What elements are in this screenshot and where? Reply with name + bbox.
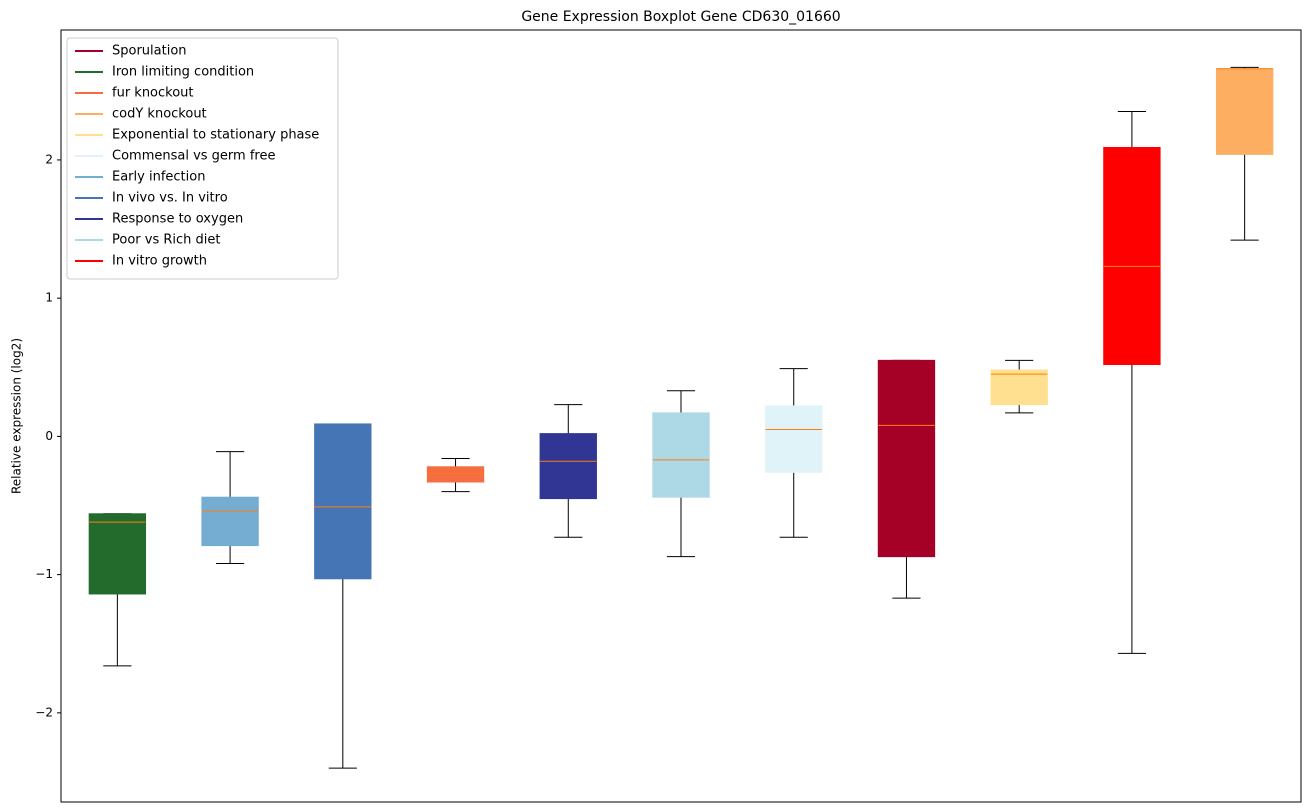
y-axis-label: Relative expression (log2) — [10, 338, 24, 494]
legend-label: codY knockout — [112, 107, 207, 122]
plot-frame — [60, 29, 1302, 803]
box — [877, 359, 936, 558]
legend-label: Poor vs Rich diet — [112, 233, 220, 248]
box — [652, 412, 710, 498]
legend-label: Response to oxygen — [112, 212, 243, 227]
box — [426, 466, 485, 483]
box — [539, 433, 597, 500]
box — [201, 496, 259, 547]
y-tick-label: 0 — [45, 429, 53, 443]
chart-title: Gene Expression Boxplot Gene CD630_01660 — [521, 9, 840, 25]
box — [1215, 68, 1274, 155]
box — [88, 513, 147, 595]
legend-label: In vitro growth — [112, 254, 207, 269]
box — [990, 369, 1048, 406]
box — [1103, 146, 1161, 366]
y-tick-label: −2 — [35, 705, 53, 719]
legend-box — [66, 37, 339, 280]
y-tick-label: 1 — [45, 291, 53, 305]
box — [314, 423, 372, 580]
y-tick-label: 2 — [45, 152, 53, 166]
legend-label: fur knockout — [112, 86, 194, 101]
legend-label: Sporulation — [112, 44, 187, 59]
legend-label: Iron limiting condition — [112, 65, 254, 80]
legend-label: Commensal vs germ free — [112, 149, 275, 164]
legend-label: In vivo vs. In vitro — [112, 191, 228, 206]
legend-label: Early infection — [112, 170, 205, 185]
legend-label: Exponential to stationary phase — [112, 128, 319, 143]
box — [765, 405, 823, 473]
y-tick-label: −1 — [35, 567, 53, 581]
